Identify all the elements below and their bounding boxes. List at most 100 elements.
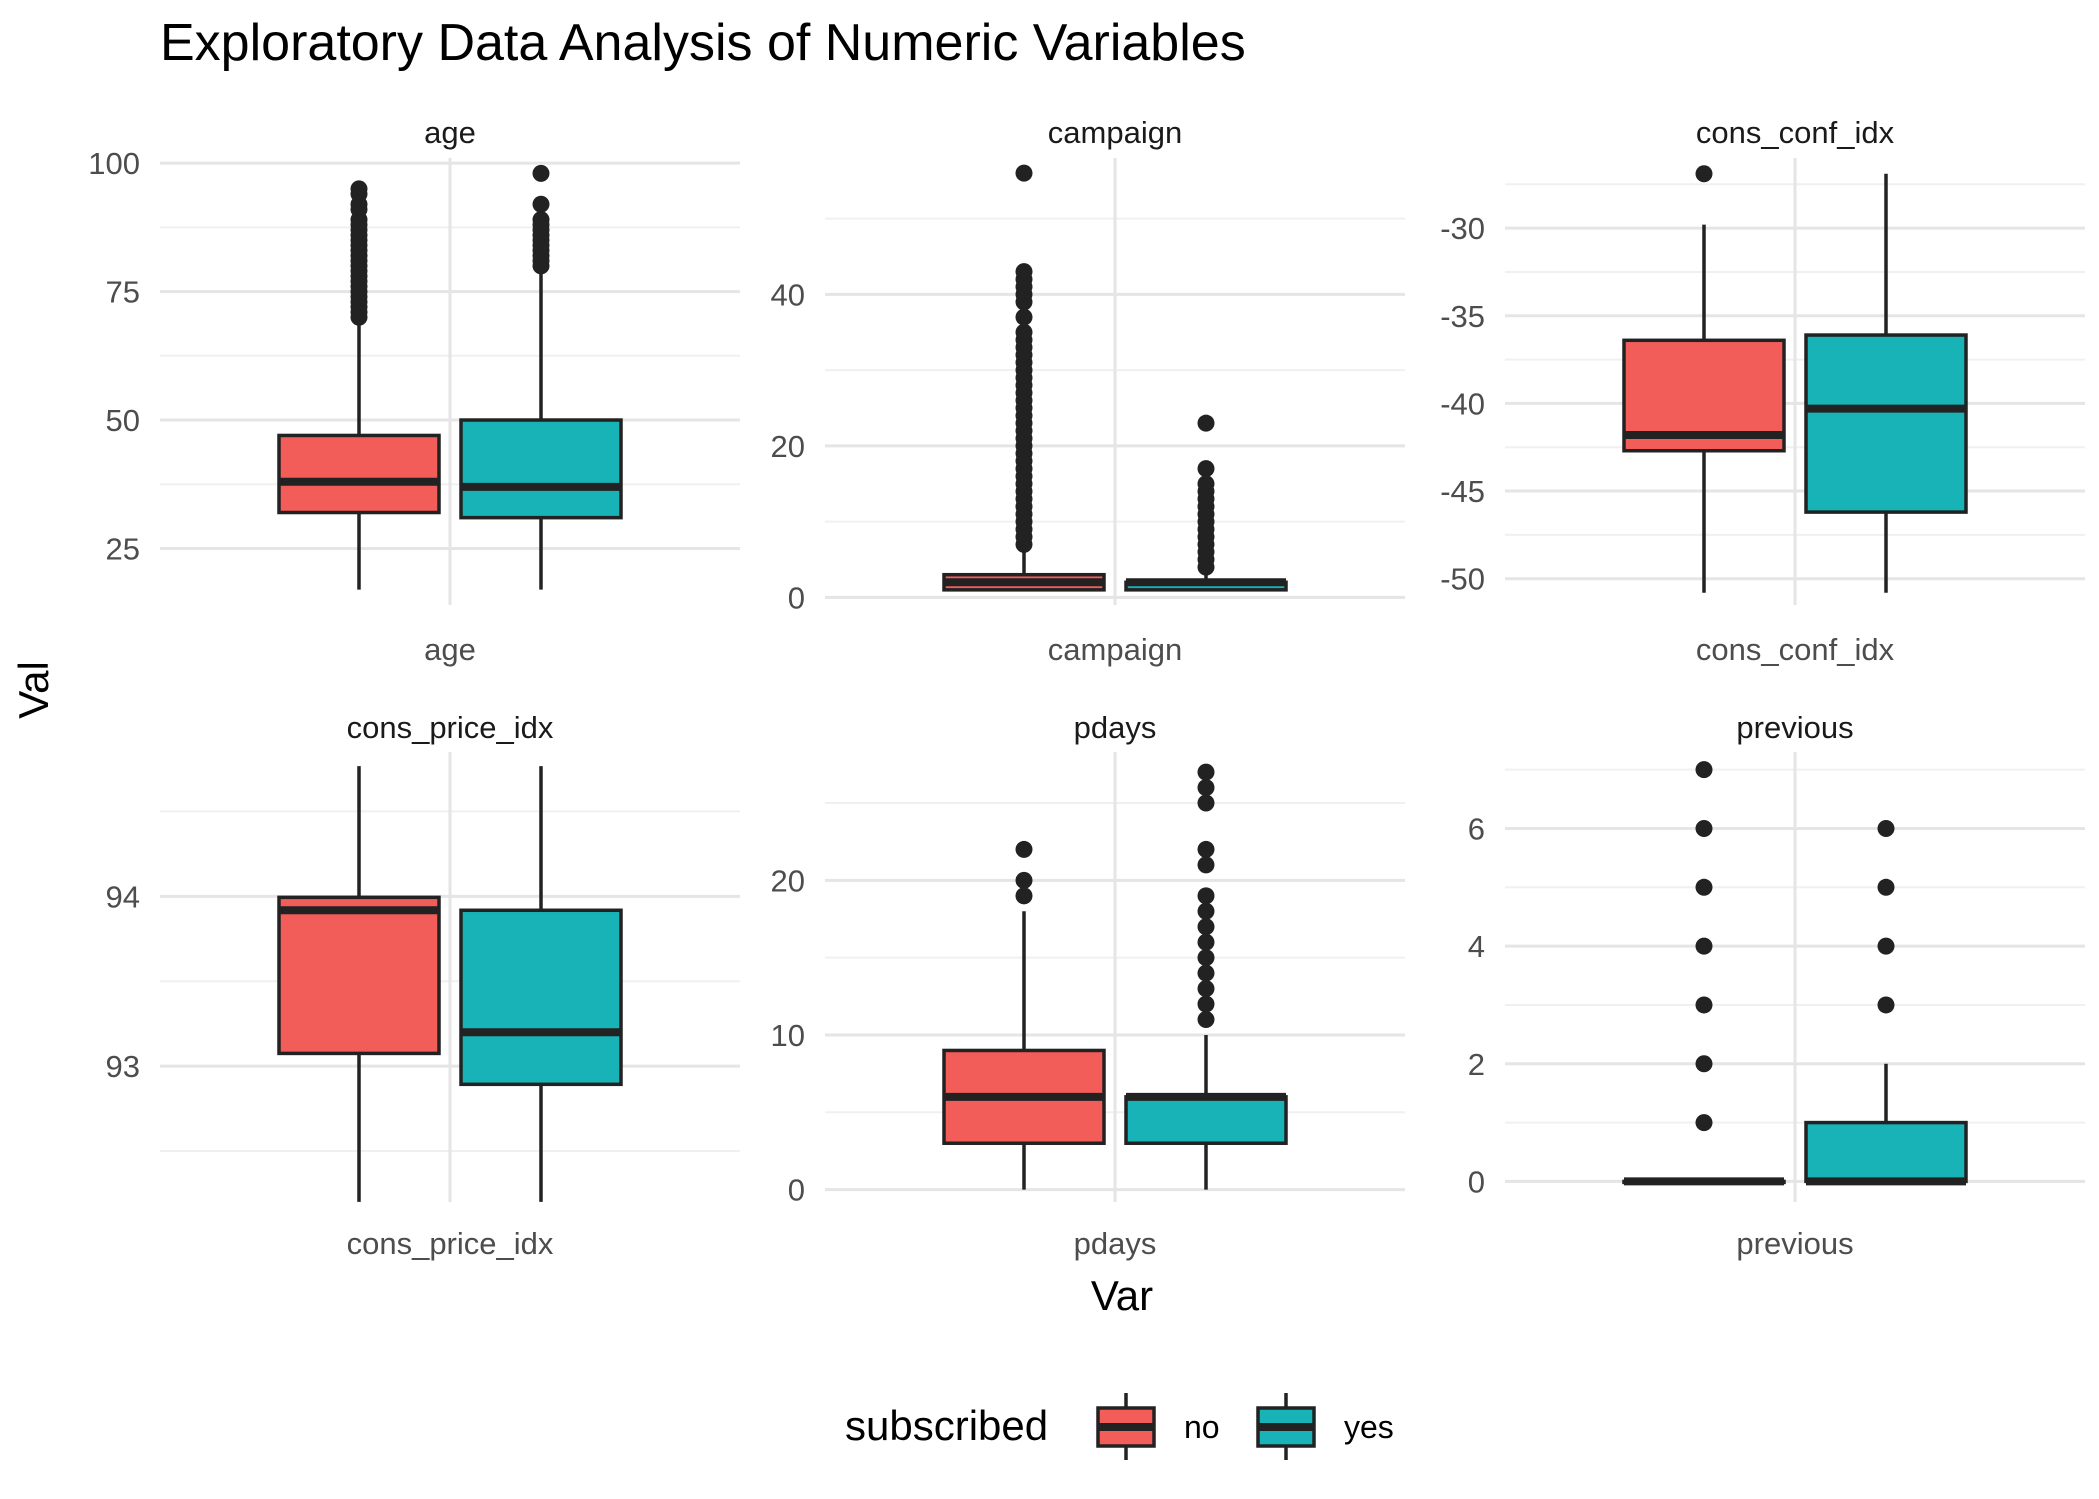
legend-label-yes: yes bbox=[1344, 1409, 1394, 1445]
outlier-point bbox=[1197, 794, 1215, 812]
facet-strip-label: previous bbox=[1736, 710, 1853, 745]
facet-strip-label: cons_price_idx bbox=[347, 710, 554, 745]
facet-panel-pdays: 0 10 20 pdays pdays bbox=[771, 710, 1405, 1261]
outlier-point bbox=[1197, 918, 1215, 936]
outlier-point bbox=[1695, 1114, 1713, 1132]
box-iqr bbox=[277, 895, 441, 1056]
outlier-point bbox=[1695, 1055, 1713, 1073]
legend: subscribed no yes bbox=[845, 1393, 1394, 1460]
y-tick-label: 4 bbox=[1468, 929, 1485, 964]
outlier-point bbox=[1877, 878, 1895, 896]
outlier-point bbox=[1197, 980, 1215, 998]
outlier-point bbox=[532, 195, 550, 213]
outlier-point bbox=[1877, 996, 1895, 1014]
box-iqr bbox=[1124, 1095, 1288, 1145]
y-tick-label: 0 bbox=[788, 1173, 805, 1208]
facet-panel-previous: 0 2 4 6 previous previous bbox=[1468, 710, 2085, 1261]
outlier-point bbox=[1015, 164, 1033, 182]
y-tick-label: 0 bbox=[788, 580, 805, 615]
x-axis-title: Var bbox=[1091, 1272, 1153, 1319]
y-tick-label: 94 bbox=[106, 879, 140, 914]
box-no bbox=[942, 840, 1106, 1190]
y-tick-label: 0 bbox=[1468, 1164, 1485, 1199]
box-yes bbox=[1124, 763, 1288, 1190]
y-tick-label: 25 bbox=[106, 531, 140, 566]
legend-title: subscribed bbox=[845, 1402, 1048, 1449]
outlier-point bbox=[1015, 308, 1033, 326]
outlier-point bbox=[1015, 871, 1033, 889]
box-yes bbox=[1804, 173, 1968, 593]
outlier-point bbox=[1197, 1011, 1215, 1029]
facet-strip-label: campaign bbox=[1048, 115, 1182, 150]
y-tick-label: 20 bbox=[771, 429, 805, 464]
outlier-point bbox=[1197, 949, 1215, 967]
y-tick-label: 40 bbox=[771, 277, 805, 312]
x-tick-label: pdays bbox=[1074, 1226, 1157, 1261]
outlier-point bbox=[1197, 887, 1215, 905]
outlier-point bbox=[1015, 840, 1033, 858]
chart-title: Exploratory Data Analysis of Numeric Var… bbox=[160, 14, 1246, 72]
y-tick-label: -30 bbox=[1440, 211, 1485, 246]
legend-label-no: no bbox=[1184, 1409, 1220, 1445]
outlier-point bbox=[1197, 933, 1215, 951]
box-iqr bbox=[1804, 1120, 1968, 1184]
legend-key-no bbox=[1096, 1393, 1156, 1460]
y-tick-label: 20 bbox=[771, 863, 805, 898]
box-yes bbox=[459, 766, 623, 1202]
outlier-point bbox=[1695, 819, 1713, 837]
y-tick-label: -35 bbox=[1440, 299, 1485, 334]
y-tick-label: 10 bbox=[771, 1018, 805, 1053]
x-tick-label: cons_conf_idx bbox=[1696, 632, 1895, 667]
y-tick-label: 6 bbox=[1468, 811, 1485, 846]
y-tick-label: 93 bbox=[106, 1049, 140, 1084]
facet-strip-label: pdays bbox=[1074, 710, 1157, 745]
outlier-point bbox=[1877, 819, 1895, 837]
outlier-point bbox=[1197, 460, 1215, 478]
box-no bbox=[277, 180, 441, 590]
y-tick-label: 75 bbox=[106, 275, 140, 310]
y-tick-label: 2 bbox=[1468, 1047, 1485, 1082]
y-tick-label: -45 bbox=[1440, 474, 1485, 509]
box-no bbox=[1622, 761, 1786, 1186]
outlier-point bbox=[1197, 964, 1215, 982]
outlier-point bbox=[1197, 995, 1215, 1013]
box-iqr bbox=[1804, 333, 1968, 514]
outlier-point bbox=[1197, 856, 1215, 874]
outlier-point bbox=[1015, 263, 1033, 281]
box-yes bbox=[459, 164, 623, 590]
x-tick-label: campaign bbox=[1048, 632, 1182, 667]
x-tick-label: cons_price_idx bbox=[347, 1226, 554, 1261]
y-tick-label: -50 bbox=[1440, 562, 1485, 597]
outlier-point bbox=[1695, 878, 1713, 896]
facet-strip-label: age bbox=[424, 115, 476, 150]
outlier-point bbox=[1015, 323, 1033, 341]
outlier-point bbox=[1197, 840, 1215, 858]
outlier-point bbox=[1197, 763, 1215, 781]
y-tick-label: 100 bbox=[88, 146, 140, 181]
facet-panel-cons_price_idx: 93 94 cons_price_idx cons_price_idx bbox=[106, 710, 740, 1261]
outlier-point bbox=[1197, 902, 1215, 920]
outlier-point bbox=[1695, 761, 1713, 779]
outlier-point bbox=[1015, 887, 1033, 905]
box-yes bbox=[1124, 414, 1288, 592]
outlier-point bbox=[350, 180, 368, 198]
y-tick-label: -40 bbox=[1440, 386, 1485, 421]
facet-panels: 255075100ageage02040campaigncampaign-50-… bbox=[88, 115, 2085, 1261]
outlier-point bbox=[1695, 165, 1713, 183]
y-tick-label: 50 bbox=[106, 403, 140, 438]
box-yes bbox=[1804, 819, 1968, 1186]
x-tick-label: previous bbox=[1736, 1226, 1853, 1261]
outlier-point bbox=[1197, 779, 1215, 797]
box-iqr bbox=[459, 908, 623, 1087]
facet-panel-cons_conf_idx: -50 -45 -40 -35 -30 cons_conf_idx cons_conf_id… bbox=[1440, 115, 2085, 667]
facet-panel-age: 25 50 75 100 age age bbox=[88, 115, 740, 667]
box-iqr bbox=[277, 433, 441, 515]
outlier-point bbox=[1695, 937, 1713, 955]
box-iqr bbox=[459, 418, 623, 520]
outlier-point bbox=[532, 211, 550, 229]
y-axis-title: Val bbox=[10, 661, 57, 719]
facet-strip-label: cons_conf_idx bbox=[1696, 115, 1895, 150]
box-no bbox=[277, 766, 441, 1202]
outlier-point bbox=[532, 164, 550, 182]
box-no bbox=[1622, 165, 1786, 593]
